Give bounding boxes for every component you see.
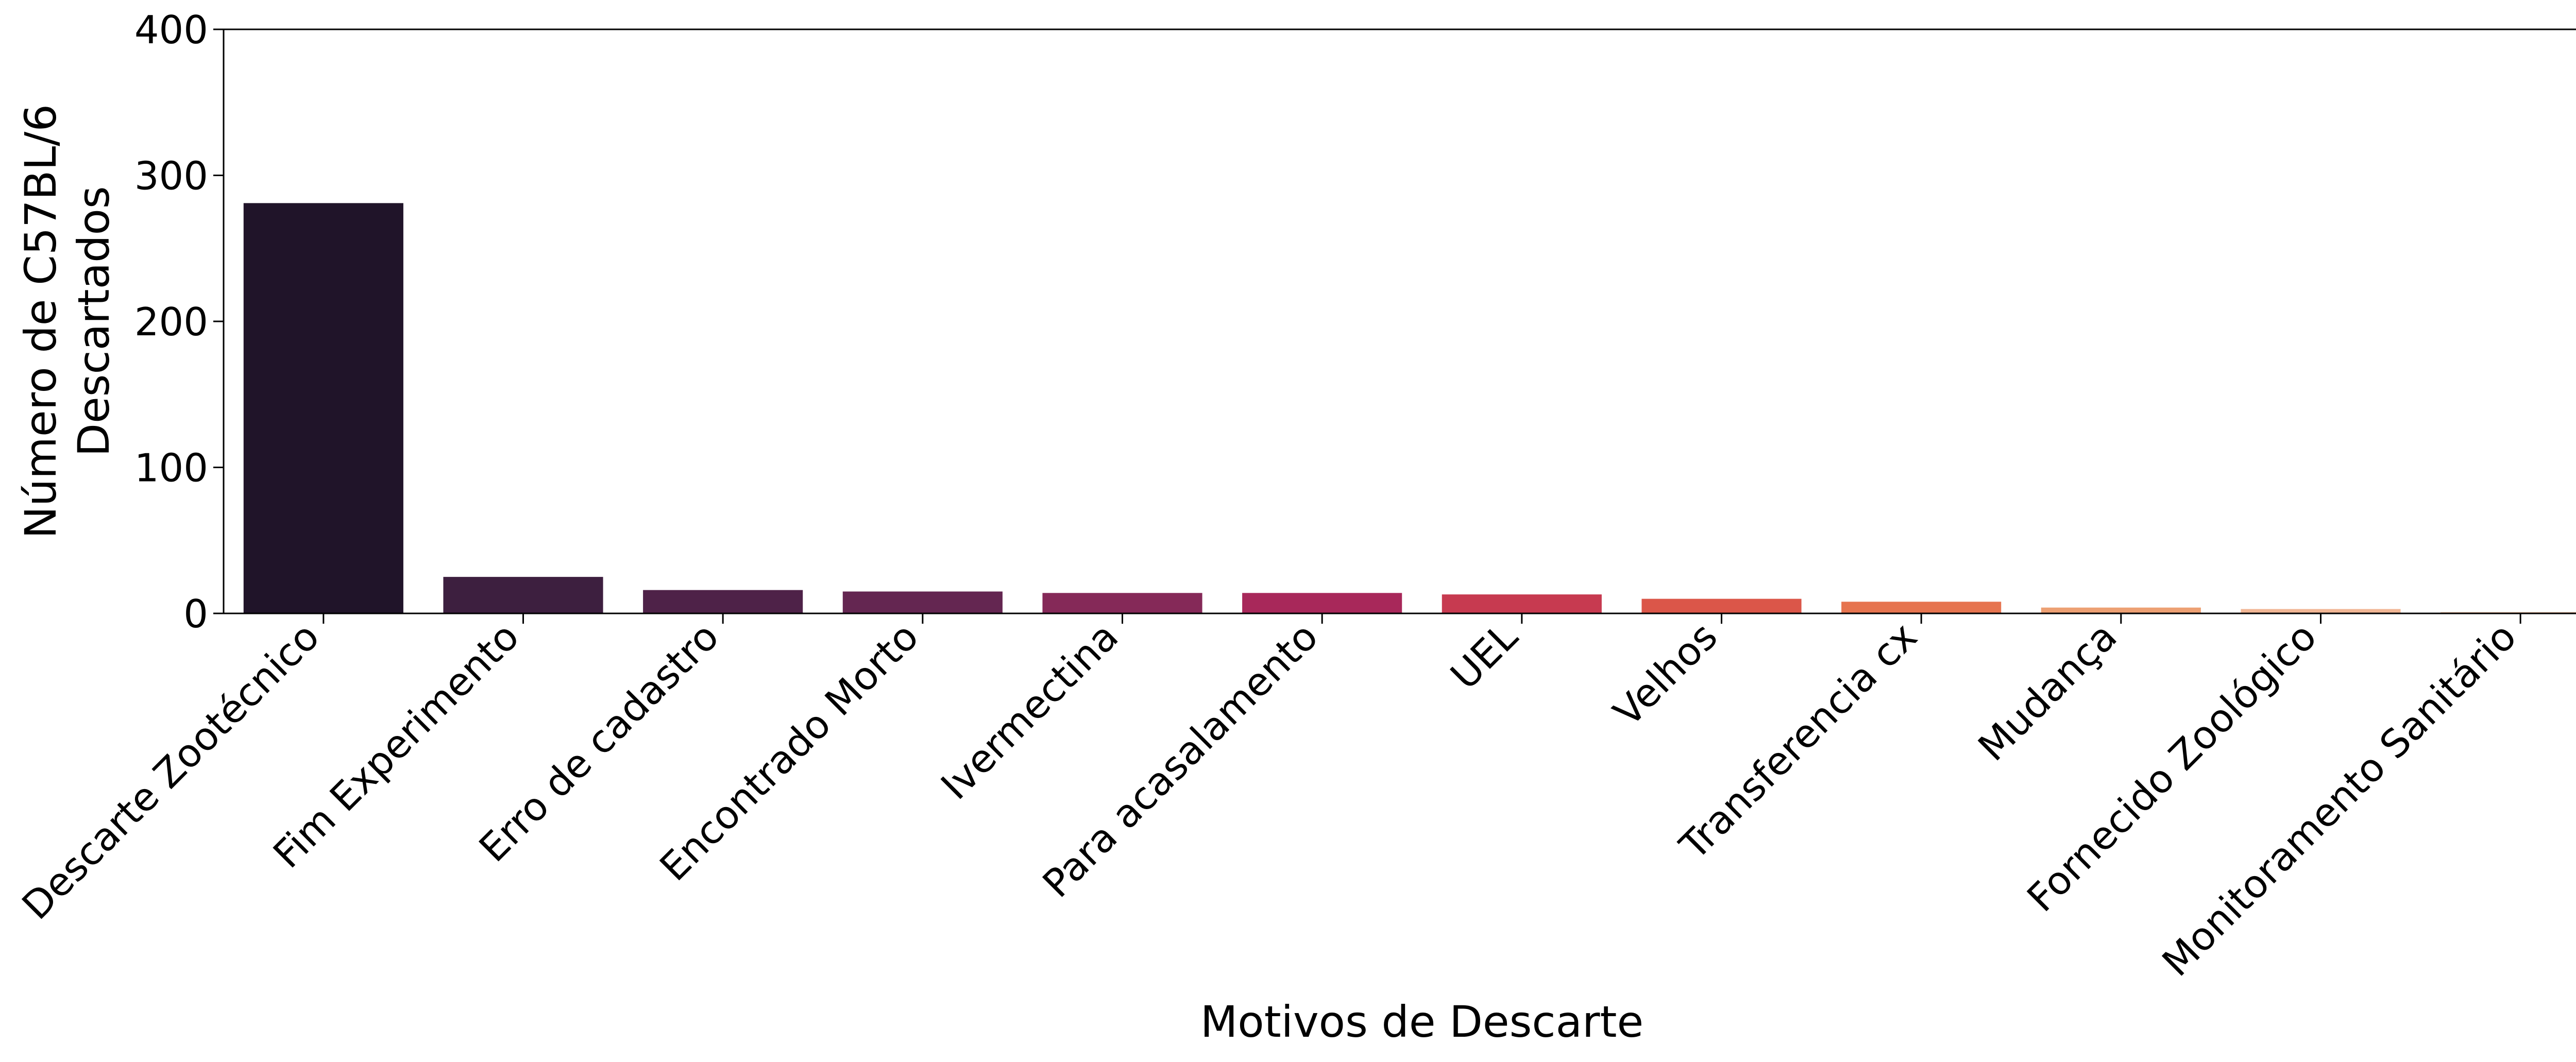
bar <box>243 203 403 613</box>
bar <box>643 590 803 613</box>
y-tick-label: 200 <box>134 299 208 345</box>
bar <box>1042 593 1202 613</box>
y-tick-label: 0 <box>183 591 208 637</box>
y-axis-title: Número de C57BL/6 Descartados <box>15 104 119 539</box>
bar <box>443 577 603 613</box>
plot-frame <box>223 28 2576 614</box>
y-tick-label: 100 <box>134 446 208 491</box>
y-axis-ticks: 0 100 200 300 400 <box>134 7 224 637</box>
x-axis-title: Motivos de Descarte <box>1200 997 1643 1047</box>
y-tick-label: 300 <box>134 153 208 199</box>
y-axis-title-line-2: Descartados <box>69 186 119 456</box>
x-tick-label: Monitoramento Sanitário <box>2154 614 2525 985</box>
bar <box>1841 602 2002 613</box>
bars-group <box>243 203 2576 613</box>
bar <box>2041 607 2201 613</box>
y-tick-label: 400 <box>134 7 208 53</box>
x-tick-label: Descarte Zootécnico <box>13 614 328 929</box>
bar <box>1242 593 1402 613</box>
bar <box>2241 609 2401 613</box>
bar <box>1641 598 1802 613</box>
bar <box>842 591 1003 613</box>
y-axis-title-line-1: Número de C57BL/6 <box>15 104 66 539</box>
x-tick-label: Velhos <box>1605 614 1726 735</box>
bar <box>1442 594 1602 613</box>
x-tick-label: Mudança <box>1970 614 2126 770</box>
x-tick-label: Ivermectina <box>932 614 1127 809</box>
x-tick-label: UEL <box>1442 613 1526 698</box>
